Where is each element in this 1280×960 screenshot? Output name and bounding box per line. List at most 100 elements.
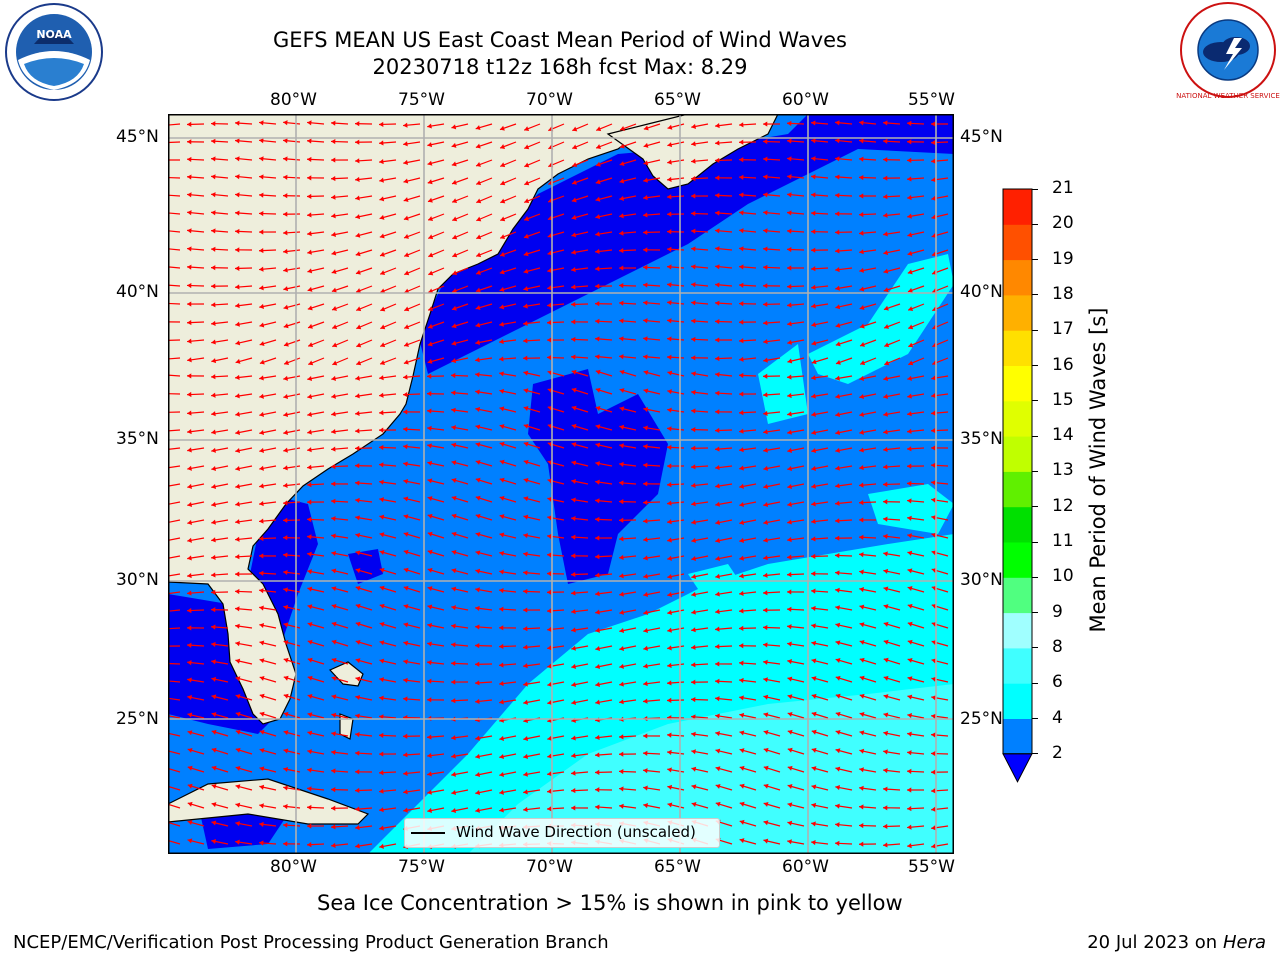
wave-direction-arrow [168,803,181,809]
wave-direction-arrowhead [211,554,216,560]
wave-direction-arrowhead [235,174,240,180]
wave-direction-arrowhead [691,371,696,377]
wave-direction-arrowhead [787,820,793,826]
wave-direction-arrowhead [811,693,817,699]
wave-direction-arrowhead [787,624,792,630]
wave-direction-arrowhead [739,677,744,684]
wave-direction-arrowhead [331,213,336,219]
colorbar-segment [1003,612,1032,649]
colorbar-tick-mark [1032,753,1038,755]
wave-direction-arrowhead [835,803,840,809]
wave-direction-arrowhead [931,658,937,664]
wave-direction-arrowhead [739,643,744,649]
wave-direction-arrowhead [739,712,745,718]
wave-direction-arrowhead [763,138,768,145]
wave-direction-arrowhead [523,355,528,361]
wave-direction-arrowhead [307,305,313,311]
wave-direction-arrowhead [403,426,408,432]
wave-direction-arrowhead [595,387,601,393]
wave-direction-arrowhead [283,822,288,828]
wave-direction-arrowhead [691,264,696,270]
wave-direction-arrowhead [283,785,288,791]
wave-direction-arrowhead [643,142,649,148]
wave-direction-arrowhead [643,481,648,487]
wave-direction-arrowhead [331,568,337,574]
wave-direction-arrowhead [691,519,696,525]
wave-direction-arrowhead [403,659,408,665]
wave-direction-arrowhead [859,174,864,181]
wave-direction-arrowhead [667,444,672,451]
wave-direction-arrowhead [763,210,768,216]
wave-direction-arrowhead [428,270,434,276]
wave-direction-arrowhead [763,659,768,665]
wave-direction-arrowhead [619,609,624,615]
wave-direction-arrowhead [259,229,264,235]
wave-direction-arrowhead [883,411,888,417]
wave-direction-arrowhead [811,411,816,417]
wave-direction-arrowhead [307,622,313,627]
wave-direction-arrowhead [547,552,552,558]
wave-direction-arrowhead [475,680,480,686]
wave-direction-arrowhead [907,694,913,700]
wave-direction-arrowhead [187,801,193,807]
wave-direction-arrowhead [331,586,337,592]
wave-direction-arrowhead [763,501,769,508]
wave-direction-arrowhead [835,411,841,418]
colorbar-tick-label: 13 [1052,460,1074,481]
wave-direction-arrowhead [379,550,385,555]
wave-direction-arrowhead [283,230,288,236]
wave-direction-arrowhead [211,641,216,648]
wave-direction-arrowhead [259,322,265,328]
wave-direction-arrowhead [427,496,433,502]
wave-direction-arrowhead [211,802,217,808]
wave-direction-arrowhead [499,643,504,650]
wave-direction-arrowhead [596,126,602,132]
nws-logo-text: NATIONAL WEATHER SERVICE [1176,92,1280,100]
wave-direction-arrowhead [571,478,577,484]
wave-direction-arrowhead [811,120,816,126]
colorbar-tick-mark [1032,294,1038,296]
wave-direction-arrow [168,284,181,287]
wave-direction-arrowhead [187,429,192,435]
wave-direction-arrowhead [403,677,408,683]
wave-direction-arrowhead [811,447,817,454]
wave-direction-arrowhead [475,495,481,501]
wave-direction-arrowhead [571,770,576,776]
wave-direction-arrowhead [595,609,600,615]
wave-direction-arrowhead [811,571,816,577]
wave-direction-arrowhead [595,248,600,254]
wave-direction-arrowhead [619,406,625,412]
wave-direction-arrowhead [235,839,240,845]
wave-direction-arrowhead [427,771,432,777]
colorbar-segment [1003,683,1032,719]
wave-direction-arrowhead [427,373,432,379]
wave-direction-arrowhead [403,531,409,537]
wave-direction-arrowhead [283,429,289,435]
wave-direction-arrowhead [835,729,841,735]
wave-direction-arrowhead [451,698,456,704]
wave-direction-arrowhead [811,623,816,629]
wave-direction-arrowhead [859,730,865,736]
wave-direction-arrowhead [691,300,696,306]
wave-direction-arrowhead [811,658,817,664]
wave-direction-arrowhead [331,657,337,663]
wave-direction-arrowhead [763,783,769,789]
wave-direction-arrowhead [595,535,600,541]
wave-direction-arrow [168,374,181,377]
wave-direction-arrowhead [355,428,360,434]
wave-direction-arrowhead [883,375,889,382]
wave-direction-arrowhead [667,645,672,651]
wave-direction-arrowhead [259,359,265,365]
wave-direction-arrowhead [667,784,673,790]
wave-direction-arrowhead [667,482,672,488]
wave-direction-arrowhead [211,156,216,162]
wave-direction-arrowhead [211,192,216,198]
wave-direction-arrowhead [835,658,841,663]
lon-label-top-55: 55°W [908,90,955,110]
wave-direction-arrowhead [931,195,936,201]
colorbar-segment [1003,224,1032,261]
wave-direction-arrowhead [739,573,744,579]
wave-direction-arrowhead [787,747,793,753]
wave-direction-arrowhead [187,838,193,844]
wave-direction-arrowhead [211,783,217,789]
